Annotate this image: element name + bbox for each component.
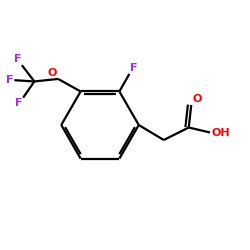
Text: F: F: [130, 63, 138, 73]
Text: OH: OH: [211, 128, 230, 138]
Text: F: F: [6, 75, 14, 85]
Text: F: F: [14, 54, 21, 64]
Text: O: O: [192, 94, 202, 104]
Text: F: F: [15, 98, 22, 108]
Text: O: O: [48, 68, 57, 78]
